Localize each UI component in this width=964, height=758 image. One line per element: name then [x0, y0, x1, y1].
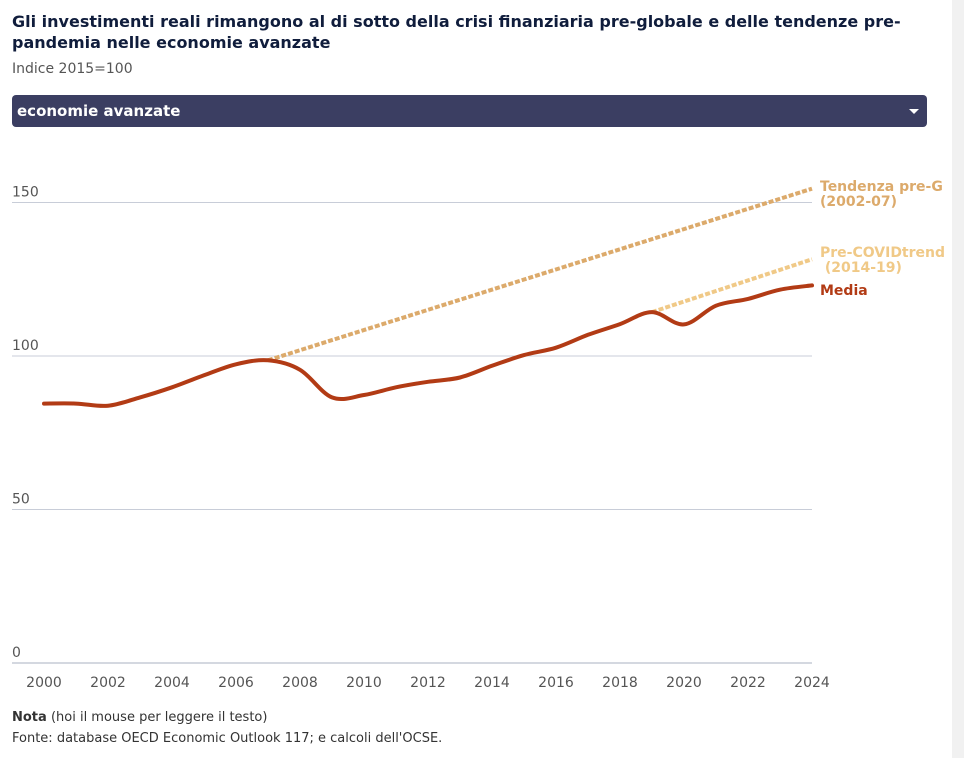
x-tick-label-2002: 2002: [90, 675, 126, 691]
x-tick-label-2018: 2018: [602, 675, 638, 691]
y-tick-label-150: 150: [12, 185, 39, 201]
series-line-trend-covid: [651, 257, 813, 314]
x-tick-label-2004: 2004: [154, 675, 190, 691]
chart-subtitle: Indice 2015=100: [12, 61, 133, 77]
x-tick-label-2024: 2024: [794, 675, 830, 691]
chevron-down-icon[interactable]: [909, 109, 919, 114]
x-tick-label-2008: 2008: [282, 675, 318, 691]
series-line-trend-gfc: [267, 186, 813, 363]
dropdown-selected-value: economie avanzate: [17, 102, 181, 120]
x-tick-label-2016: 2016: [538, 675, 574, 691]
x-tick-label-2010: 2010: [346, 675, 382, 691]
x-tick-label-2014: 2014: [474, 675, 510, 691]
chart-note[interactable]: Nota (hoi il mouse per leggere il testo): [12, 710, 267, 725]
series-line-media: [42, 283, 814, 408]
x-tick-label-2000: 2000: [26, 675, 62, 691]
y-tick-label-50: 50: [12, 492, 30, 508]
page-scrollbar[interactable]: [952, 0, 964, 758]
economy-select-dropdown[interactable]: economie avanzate: [12, 95, 927, 127]
label-trend-gfc-line2: (2002-07): [820, 194, 897, 210]
label-media: Media: [820, 283, 868, 299]
chart-source: Fonte: database OECD Economic Outlook 11…: [12, 731, 443, 746]
label-trend-covid-line2: (2014-19): [820, 260, 902, 276]
y-tick-label-100: 100: [12, 338, 39, 354]
x-tick-label-2020: 2020: [666, 675, 702, 691]
note-label: Nota: [12, 710, 47, 725]
x-tick-label-2012: 2012: [410, 675, 446, 691]
chart-title: Gli investimenti reali rimangono al di s…: [12, 12, 901, 52]
label-trend-gfc-line1: Tendenza pre-GFC: [820, 179, 952, 195]
x-tick-label-2022: 2022: [730, 675, 766, 691]
chart-series: [42, 186, 814, 408]
x-tick-label-2006: 2006: [218, 675, 254, 691]
y-axis: 0 50 100 150: [12, 185, 39, 662]
x-axis: 2000 2002 2004 2006 2008 2010 2012 2014 2016 2018…: [26, 675, 830, 691]
y-tick-label-0: 0: [12, 645, 21, 661]
note-text: (hoi il mouse per leggere il testo): [46, 710, 268, 725]
series-labels: Tendenza pre-GFC (2002-07) Pre-COVIDtren…: [820, 179, 952, 299]
chart-grid: [12, 202, 812, 664]
label-trend-covid-line1: Pre-COVIDtrend: [820, 245, 945, 261]
